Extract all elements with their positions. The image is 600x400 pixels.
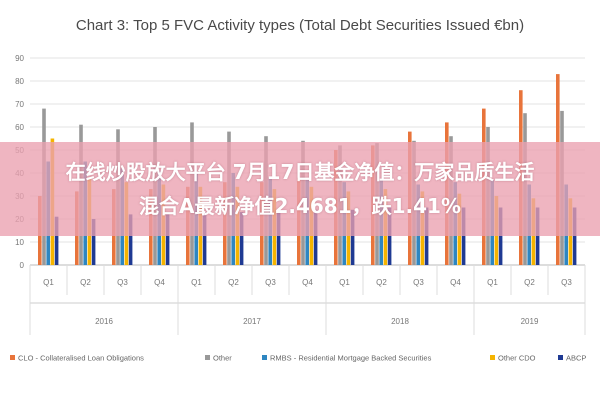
x-tick-label: Q2 [80,278,91,287]
bar [165,214,170,265]
bar [276,209,281,265]
x-tick-label: Q4 [302,278,313,287]
y-tick-label: 10 [15,238,24,247]
group-label: 2019 [521,317,539,326]
bar [239,212,244,265]
x-tick-label: Q1 [43,278,54,287]
bar [91,219,96,265]
legend-label: Other CDO [498,354,536,363]
group-label: 2016 [95,317,113,326]
y-tick-label: 70 [15,100,24,109]
bar [424,207,429,265]
x-axis: Q1 Q2 Q3 Q4 Q1 Q2 Q3 Q4 Q1 Q2 Q3 Q4 Q1 Q2 Q3 2016 2017 20… [29,265,586,335]
group-label: 2017 [243,317,261,326]
banner-line-1: 在线炒股放大平台 7月17日基金净值：万家品质生活 [65,160,535,184]
x-tick-label: Q4 [450,278,461,287]
y-tick-label: 90 [15,54,24,63]
x-tick-label: Q2 [524,278,535,287]
x-tick-label: Q3 [265,278,276,287]
bar [202,212,207,265]
group-label: 2018 [391,317,409,326]
legend-swatch [10,355,15,360]
bar [313,209,318,265]
x-tick-label: Q3 [561,278,572,287]
x-tick-label: Q4 [154,278,165,287]
legend-swatch [262,355,267,360]
banner-line-2: 混合A最新净值2.4681，跌1.41% [138,194,462,218]
overlay-banner: 在线炒股放大平台 7月17日基金净值：万家品质生活 混合A最新净值2.4681，… [0,142,600,236]
x-tick-label: Q2 [228,278,239,287]
bar [461,207,466,265]
legend-swatch [490,355,495,360]
y-tick-label: 60 [15,123,24,132]
legend-label: RMBS - Residential Mortgage Backed Secur… [270,354,432,363]
chart-title: Chart 3: Top 5 FVC Activity types (Total… [76,17,524,34]
bar [387,207,392,265]
bar [128,214,133,265]
legend-swatch [205,355,210,360]
x-tick-label: Q3 [117,278,128,287]
y-tick-label: 80 [15,77,24,86]
x-tick-label: Q1 [191,278,202,287]
y-tick-label: 0 [20,261,25,270]
legend: CLO - Collateralised Loan Obligations Oth… [10,354,586,363]
legend-label: ABCP [566,354,586,363]
bar [54,216,59,265]
legend-swatch [558,355,563,360]
x-tick-label: Q2 [376,278,387,287]
x-tick-label: Q1 [487,278,498,287]
legend-label: CLO - Collateralised Loan Obligations [18,354,144,363]
bar [350,209,355,265]
legend-label: Other [213,354,232,363]
bar [498,207,503,265]
bar [535,207,540,265]
x-tick-label: Q1 [339,278,350,287]
bar [572,207,577,265]
x-tick-label: Q3 [413,278,424,287]
